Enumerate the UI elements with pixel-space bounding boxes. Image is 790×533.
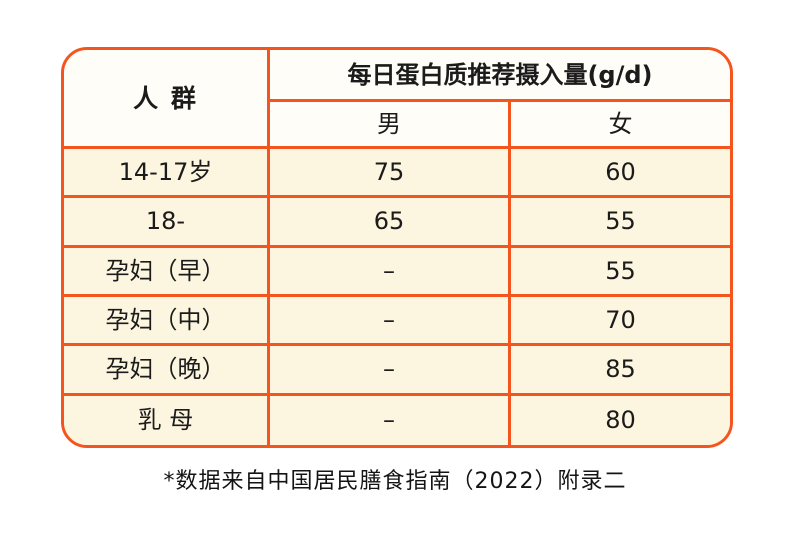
column-header-female: 女 <box>511 102 730 149</box>
row-male-value: – <box>270 395 511 445</box>
row-male-value: 75 <box>270 149 511 199</box>
row-group-pregnant-mid: 孕妇（中） <box>64 296 270 347</box>
data-source-footnote: *数据来自中国居民膳食指南（2022）附录二 <box>163 469 627 494</box>
row-female-value: 55 <box>511 247 730 297</box>
row-group-pregnant-early: 孕妇（早） <box>64 247 270 297</box>
row-female-value: 85 <box>511 346 730 396</box>
row-male-value: – <box>270 296 511 347</box>
row-group-18plus: 18- <box>64 198 270 248</box>
row-female-value: 80 <box>511 395 730 445</box>
row-male-value: 65 <box>270 198 511 248</box>
table-title-daily-protein-intake: 每日蛋白质推荐摄入量(g/d) <box>270 50 730 102</box>
row-female-value: 55 <box>511 198 730 248</box>
column-header-male: 男 <box>270 102 511 149</box>
row-group-14-17: 14-17岁 <box>64 149 270 199</box>
row-female-value: 70 <box>511 296 730 347</box>
row-group-lactating: 乳 母 <box>64 395 270 445</box>
row-male-value: – <box>270 346 511 396</box>
row-male-value: – <box>270 247 511 297</box>
row-female-value: 60 <box>511 149 730 199</box>
protein-intake-table: 人 群 每日蛋白质推荐摄入量(g/d) 男 女 14-17岁 75 60 18-… <box>61 47 733 448</box>
row-group-pregnant-late: 孕妇（晚） <box>64 346 270 396</box>
column-header-population-group: 人 群 <box>64 50 270 149</box>
